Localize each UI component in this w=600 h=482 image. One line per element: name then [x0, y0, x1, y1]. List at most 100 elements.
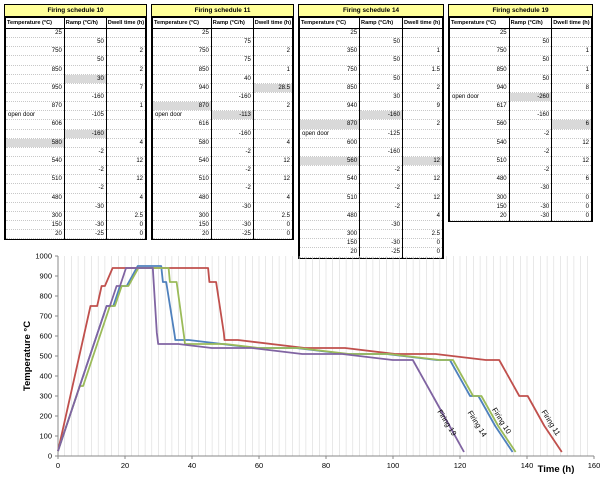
table-cell: -2: [508, 147, 553, 157]
table-cell: 0: [401, 247, 444, 258]
table-row: 540 12: [449, 138, 592, 148]
column-header: Temperature (°C): [5, 17, 65, 29]
table-cell: [298, 165, 361, 176]
table-cell: [210, 138, 254, 148]
table-cell: [210, 83, 254, 93]
table-cell: [551, 28, 592, 39]
series-line: [57, 267, 465, 453]
table-cell: 2: [401, 83, 444, 93]
table-cell: 2.5: [105, 211, 147, 221]
table-cell: [551, 165, 592, 176]
y-tick-label: 600: [39, 332, 52, 341]
table-row: open door -105: [5, 110, 147, 121]
table-cell: [508, 65, 553, 75]
table-cell: 850: [449, 65, 510, 75]
table-cell: [5, 37, 65, 48]
series-line: [57, 267, 517, 453]
table-cell: -30: [508, 183, 553, 194]
table-row: 580 4: [152, 138, 294, 148]
table-cell: [551, 92, 592, 103]
schedule-title: Firing schedule 10: [5, 5, 146, 17]
table-cell: 150: [5, 220, 65, 231]
table-cell: 750: [449, 46, 510, 57]
table-row: open door -125: [298, 129, 444, 139]
table-cell: 1: [252, 65, 294, 75]
column-header: Temperature (°C): [449, 17, 510, 29]
table-cell: open door: [449, 92, 510, 103]
x-tick-label: 80: [322, 461, 330, 470]
table-row: -2: [449, 147, 592, 157]
table-cell: -2: [63, 183, 107, 194]
table-row: 25: [449, 28, 592, 39]
table-cell: 0: [401, 238, 444, 249]
table-cell: 20: [449, 211, 510, 221]
table-cell: 50: [359, 55, 403, 66]
table-cell: [5, 129, 65, 139]
firing-schedule-table: Firing schedule 10 Temperature (°C) Ramp (…: [4, 4, 147, 241]
x-tick-label: 20: [121, 461, 129, 470]
series-label: Firing 14: [466, 409, 489, 439]
table-cell: 4: [105, 193, 147, 203]
table-cell: [449, 37, 510, 48]
table-cell: -30: [63, 220, 107, 231]
table-cell: [63, 174, 107, 185]
x-tick-label: 120: [454, 461, 467, 470]
table-row: 150 -30 0: [298, 238, 444, 249]
table-cell: [152, 55, 212, 66]
table-cell: -30: [210, 202, 254, 212]
table-cell: [551, 147, 592, 157]
table-cell: 2.5: [401, 229, 444, 240]
x-axis-title: Time (h): [538, 464, 575, 475]
table-cell: 0: [252, 229, 294, 240]
table-cell: 4: [105, 138, 147, 148]
table-row: 40: [152, 74, 294, 84]
table-cell: 1.5: [401, 65, 444, 75]
series-line: [57, 267, 563, 453]
table-cell: [63, 119, 107, 130]
table-cell: [551, 129, 592, 139]
table-cell: -260: [508, 92, 553, 103]
table-cell: 1: [551, 65, 592, 75]
table-cell: [551, 37, 592, 48]
table-row: 480 4: [152, 193, 294, 203]
table-row: 540 12: [152, 156, 294, 167]
table-cell: [298, 147, 361, 157]
table-cell: [63, 65, 107, 75]
column-header: Ramp (°C/h): [210, 17, 254, 29]
table-cell: 12: [401, 156, 444, 167]
table-cell: 480: [449, 174, 510, 185]
table-cell: [359, 46, 403, 57]
table-cell: [401, 147, 444, 157]
table-cell: 350: [298, 46, 361, 57]
table-cell: [252, 110, 294, 121]
table-row: -2: [5, 183, 147, 194]
table-cell: 510: [5, 174, 65, 185]
table-cell: 2: [401, 119, 444, 130]
table-cell: [508, 46, 553, 57]
table-cell: -2: [359, 183, 403, 194]
table-row: 50: [449, 37, 592, 48]
table-cell: [152, 74, 212, 84]
table-cell: 12: [551, 138, 592, 148]
table-row: -2: [298, 165, 444, 176]
table-row: 480 4: [5, 193, 147, 203]
table-cell: [551, 55, 592, 66]
table-cell: 600: [298, 138, 361, 148]
table-row: 750 1.5: [298, 65, 444, 75]
table-row: 560 6: [449, 119, 592, 130]
table-cell: [210, 28, 254, 39]
table-cell: 8: [551, 83, 592, 93]
table-cell: 50: [63, 55, 107, 66]
schedule-title: Firing schedule 19: [449, 5, 592, 17]
table-cell: 870: [152, 101, 212, 112]
table-cell: 50: [508, 55, 553, 66]
table-cell: 940: [298, 101, 361, 112]
table-cell: [449, 129, 510, 139]
table-row: 510 12: [5, 174, 147, 185]
table-row: 50: [298, 74, 444, 84]
table-cell: 940: [152, 83, 212, 93]
table-cell: [252, 183, 294, 194]
table-row: -2: [298, 202, 444, 212]
table-row: -2: [449, 165, 592, 176]
table-row: 300 2.5: [298, 229, 444, 240]
